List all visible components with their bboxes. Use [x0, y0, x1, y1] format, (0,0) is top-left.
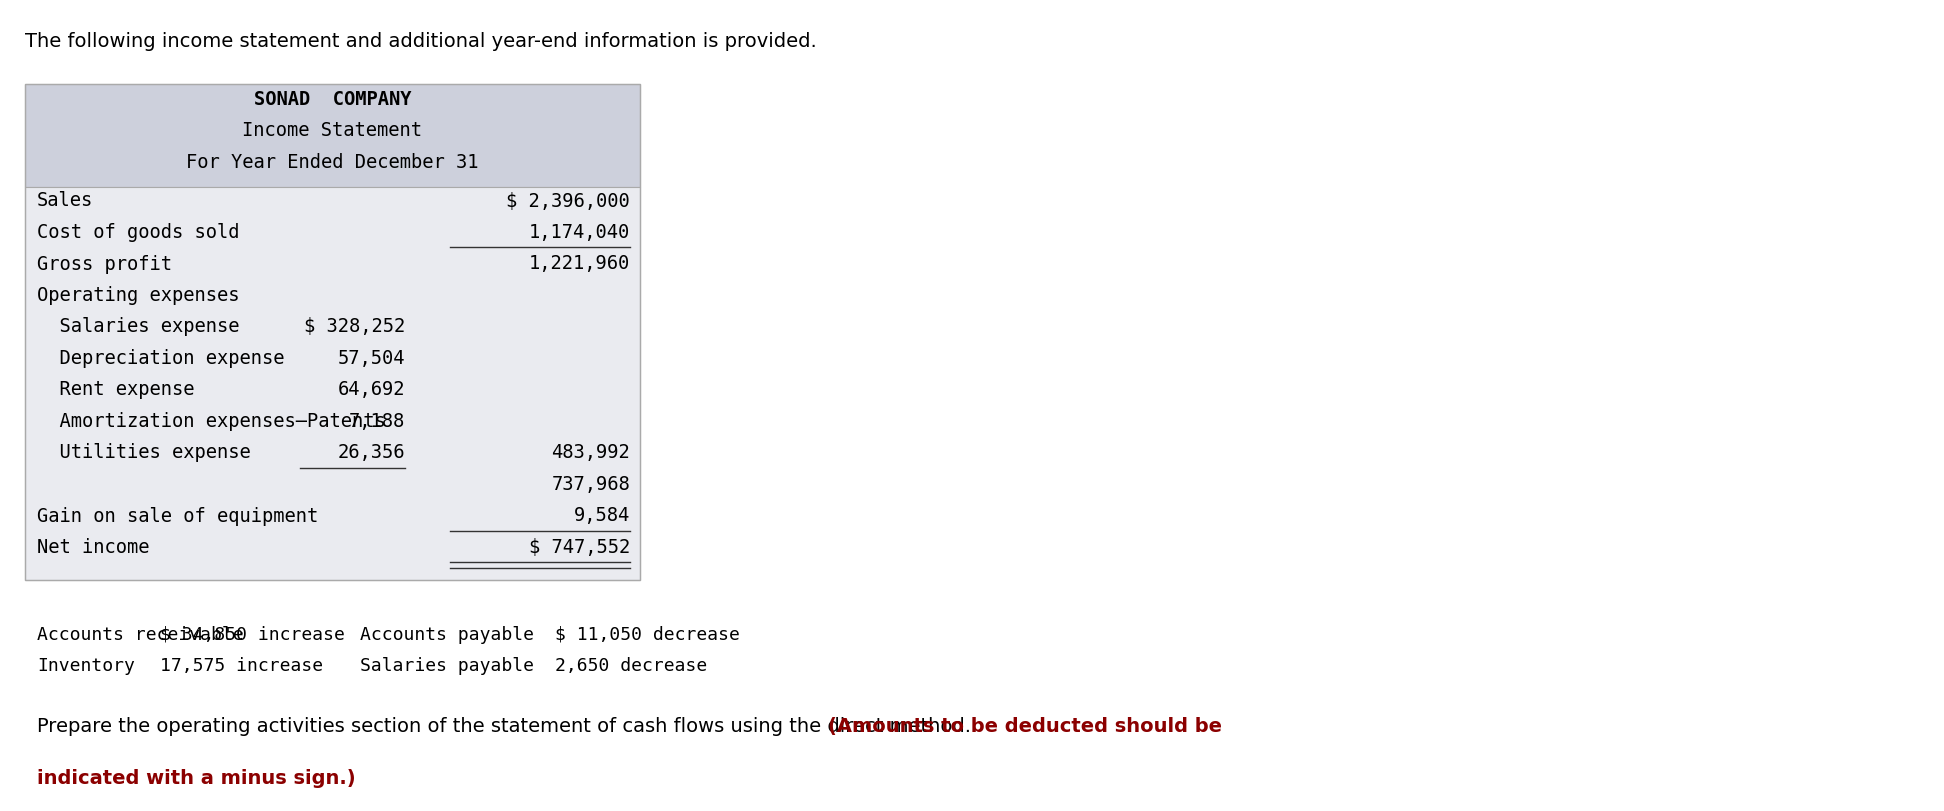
Text: 64,692: 64,692: [338, 380, 404, 399]
Text: 1,221,960: 1,221,960: [529, 254, 630, 273]
Text: Inventory: Inventory: [37, 656, 134, 674]
Text: Accounts payable: Accounts payable: [360, 624, 535, 642]
Text: 737,968: 737,968: [552, 474, 630, 493]
Text: indicated with a minus sign.): indicated with a minus sign.): [37, 768, 356, 787]
Text: Cost of goods sold: Cost of goods sold: [37, 223, 239, 242]
Text: SONAD  COMPANY: SONAD COMPANY: [255, 90, 412, 109]
Text: Operating expenses: Operating expenses: [37, 285, 239, 305]
Text: $ 34,850 increase: $ 34,850 increase: [159, 624, 344, 642]
Text: Sales: Sales: [37, 191, 93, 210]
Text: The following income statement and additional year-end information is provided.: The following income statement and addit…: [25, 32, 816, 51]
Text: Salaries payable: Salaries payable: [360, 656, 535, 674]
Text: Net income: Net income: [37, 538, 150, 556]
Text: $ 2,396,000: $ 2,396,000: [505, 191, 630, 210]
Bar: [25, 85, 640, 187]
Bar: [25, 187, 640, 580]
Text: $ 747,552: $ 747,552: [529, 538, 630, 556]
Text: 483,992: 483,992: [552, 443, 630, 462]
Text: Amortization expenses–Patents: Amortization expenses–Patents: [37, 411, 385, 431]
Text: Salaries expense: Salaries expense: [37, 317, 239, 336]
Text: Gain on sale of equipment: Gain on sale of equipment: [37, 506, 319, 525]
Text: $ 328,252: $ 328,252: [303, 317, 404, 336]
Text: Prepare the operating activities section of the statement of cash flows using th: Prepare the operating activities section…: [37, 716, 978, 735]
Text: For Year Ended December 31: For Year Ended December 31: [187, 152, 478, 172]
Text: Income Statement: Income Statement: [243, 122, 422, 140]
Text: Gross profit: Gross profit: [37, 254, 171, 273]
Text: $ 11,050 decrease: $ 11,050 decrease: [554, 624, 741, 642]
Text: 7,188: 7,188: [348, 411, 404, 431]
Text: (Amounts to be deducted should be: (Amounts to be deducted should be: [828, 716, 1223, 735]
Text: 57,504: 57,504: [338, 349, 404, 367]
Bar: [25, 85, 640, 580]
Text: Accounts receivable: Accounts receivable: [37, 624, 243, 642]
Text: 17,575 increase: 17,575 increase: [159, 656, 323, 674]
Text: Depreciation expense: Depreciation expense: [37, 349, 284, 367]
Text: Rent expense: Rent expense: [37, 380, 194, 399]
Text: 1,174,040: 1,174,040: [529, 223, 630, 242]
Text: 2,650 decrease: 2,650 decrease: [554, 656, 708, 674]
Text: 9,584: 9,584: [573, 506, 630, 525]
Text: 26,356: 26,356: [338, 443, 404, 462]
Text: Utilities expense: Utilities expense: [37, 443, 251, 462]
